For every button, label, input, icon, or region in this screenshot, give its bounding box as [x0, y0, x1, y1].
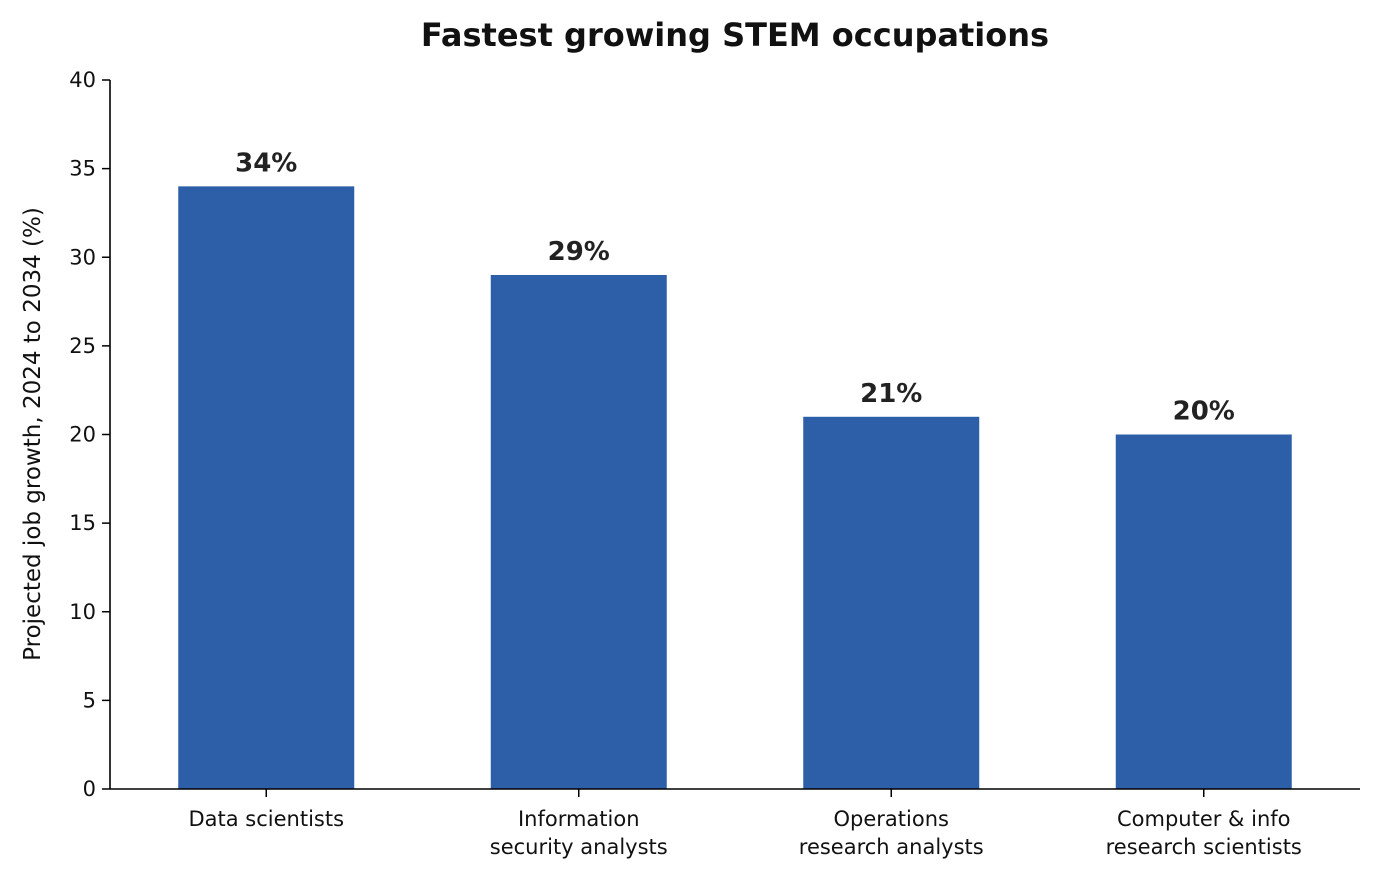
- x-tick-label: security analysts: [490, 835, 668, 859]
- y-tick-label: 30: [69, 245, 96, 269]
- plot-area: 0 5 10 15 20 25 30 35 40 34% Data scientists 29% Inf…: [69, 68, 1360, 859]
- x-tick-label: research scientists: [1106, 835, 1302, 859]
- y-tick-label: 15: [69, 511, 96, 535]
- x-tick-label: Data scientists: [188, 807, 344, 831]
- y-tick-label: 10: [69, 600, 96, 624]
- x-tick-label: research analysts: [799, 835, 984, 859]
- bar: [178, 186, 355, 790]
- bar: [1115, 434, 1292, 789]
- bar-value-label: 20%: [1173, 397, 1235, 427]
- x-tick-label: Computer & info: [1117, 807, 1291, 831]
- y-tick-label: 0: [83, 777, 96, 801]
- y-tick-label: 5: [83, 688, 96, 712]
- bar-value-label: 21%: [860, 379, 922, 409]
- x-tick-label: Operations: [834, 807, 949, 831]
- y-tick-label: 40: [69, 68, 96, 92]
- y-tick-label: 20: [69, 423, 96, 447]
- x-tick-label: Information: [518, 807, 640, 831]
- bar-value-label: 29%: [548, 237, 610, 267]
- bar: [490, 274, 667, 790]
- y-axis-label: Projected job growth, 2024 to 2034 (%): [20, 207, 46, 661]
- y-tick-label: 35: [69, 157, 96, 181]
- y-tick-label: 25: [69, 334, 96, 358]
- bar: [803, 416, 980, 789]
- chart-title: Fastest growing STEM occupations: [421, 16, 1049, 54]
- bar-value-label: 34%: [235, 148, 297, 178]
